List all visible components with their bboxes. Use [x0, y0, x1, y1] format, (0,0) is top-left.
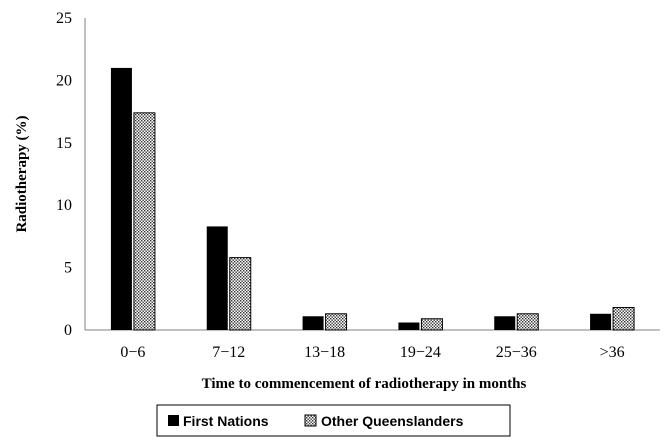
y-axis-title: Radiotherapy (%): [14, 115, 30, 232]
y-tick-labels: 0 5 10 15 20 25: [56, 10, 72, 339]
x-tick-label: 25−36: [496, 344, 537, 361]
bar-first-nations: [494, 316, 516, 330]
bar-first-nations: [110, 67, 132, 331]
bar-first-nations: [206, 226, 228, 330]
bar-first-nations: [302, 316, 324, 330]
y-tick-label: 25: [56, 10, 72, 27]
y-tick-label: 20: [56, 72, 72, 89]
bar-other-queenslanders: [420, 318, 443, 331]
bar-other-queenslanders: [612, 307, 635, 331]
legend-swatch-first-nations: [168, 415, 179, 426]
bars: [110, 67, 635, 331]
bar-other-queenslanders: [325, 313, 348, 331]
bar-other-queenslanders: [229, 257, 252, 331]
x-tick-label: >36: [600, 344, 625, 361]
legend-label-other-queenslanders: Other Queenslanders: [321, 413, 464, 429]
legend-box: [156, 404, 511, 437]
bar-other-queenslanders: [516, 313, 539, 331]
y-tick-label: 0: [64, 322, 72, 339]
bar-first-nations: [398, 322, 420, 330]
y-axis: 0 5 10 15 20 25: [56, 10, 86, 339]
x-tick-label: 0−6: [120, 344, 145, 361]
y-tick-label: 15: [56, 135, 72, 152]
y-tick-label: 5: [64, 260, 72, 277]
x-tick-labels: 0−6 7−12 13−18 19−24 25−36 >36: [120, 344, 624, 361]
legend: First Nations Other Queenslanders: [156, 404, 511, 437]
x-tick-label: 7−12: [212, 344, 245, 361]
x-tick-label: 13−18: [304, 344, 345, 361]
y-tick-label: 10: [56, 197, 72, 214]
x-tick-label: 19−24: [400, 344, 441, 361]
legend-label-first-nations: First Nations: [183, 413, 269, 429]
x-axis-title: Time to commencement of radiotherapy in …: [202, 376, 527, 392]
bar-other-queenslanders: [133, 112, 156, 331]
legend-swatch-other-queenslanders: [304, 414, 317, 427]
bar-first-nations: [590, 313, 612, 330]
